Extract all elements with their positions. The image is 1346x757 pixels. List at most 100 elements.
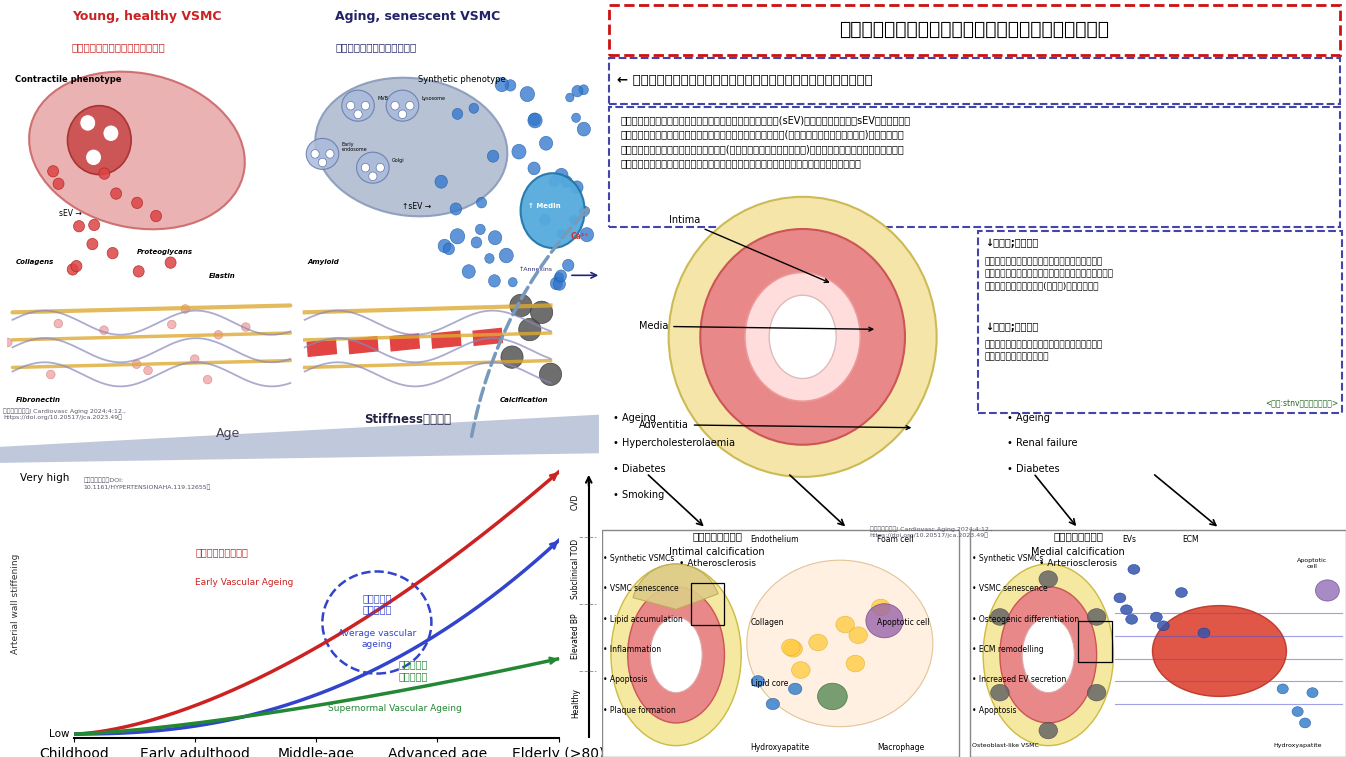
Text: sEV →: sEV → bbox=[59, 209, 82, 218]
Ellipse shape bbox=[87, 238, 98, 250]
Text: EVs: EVs bbox=[1123, 535, 1137, 544]
Ellipse shape bbox=[1299, 718, 1311, 728]
Ellipse shape bbox=[241, 322, 250, 332]
Ellipse shape bbox=[579, 85, 588, 95]
Ellipse shape bbox=[214, 331, 222, 339]
Ellipse shape bbox=[102, 125, 118, 142]
Ellipse shape bbox=[577, 122, 591, 136]
Ellipse shape bbox=[108, 248, 118, 259]
Text: （若くて健康な血管平滑筋細胞）: （若くて健康な血管平滑筋細胞） bbox=[71, 42, 166, 52]
Ellipse shape bbox=[144, 366, 152, 375]
Ellipse shape bbox=[354, 110, 362, 119]
Ellipse shape bbox=[650, 617, 703, 693]
Text: Young, healthy VSMC: Young, healthy VSMC bbox=[71, 11, 221, 23]
Ellipse shape bbox=[151, 210, 162, 222]
Ellipse shape bbox=[553, 278, 565, 290]
Ellipse shape bbox=[1307, 687, 1318, 698]
Ellipse shape bbox=[569, 215, 579, 225]
Ellipse shape bbox=[132, 360, 141, 369]
Ellipse shape bbox=[572, 86, 583, 97]
Text: Early Vascular Ageing: Early Vascular Ageing bbox=[195, 578, 293, 587]
Ellipse shape bbox=[528, 162, 540, 175]
Text: Age: Age bbox=[215, 428, 240, 441]
Text: 老化した血管平滑筋細胞からは、より多くの小型細胞外小胞(sEV)が放出される。このsEV内には、カル
シウムとアネキシンが多く含まれており、これによって石灰化(: 老化した血管平滑筋細胞からは、より多くの小型細胞外小胞(sEV)が放出される。こ… bbox=[621, 115, 910, 168]
Ellipse shape bbox=[468, 103, 479, 114]
Text: • Diabetes: • Diabetes bbox=[612, 464, 665, 474]
Ellipse shape bbox=[817, 683, 847, 710]
Ellipse shape bbox=[315, 78, 507, 217]
Ellipse shape bbox=[530, 301, 553, 323]
Ellipse shape bbox=[4, 338, 12, 347]
Ellipse shape bbox=[1128, 565, 1140, 575]
FancyBboxPatch shape bbox=[610, 107, 1341, 227]
Text: Supernormal Vascular Ageing: Supernormal Vascular Ageing bbox=[328, 704, 462, 713]
Ellipse shape bbox=[511, 145, 526, 159]
Ellipse shape bbox=[556, 270, 567, 282]
Text: Apoptotic cell: Apoptotic cell bbox=[878, 618, 930, 628]
Bar bbox=[1078, 621, 1112, 662]
Text: Contractile phenotype: Contractile phenotype bbox=[15, 75, 122, 83]
Ellipse shape bbox=[376, 164, 385, 172]
Text: Intimal calcification: Intimal calcification bbox=[669, 547, 765, 556]
Text: • Osteogenic differentiation: • Osteogenic differentiation bbox=[972, 615, 1078, 624]
Ellipse shape bbox=[557, 229, 565, 238]
Text: • Increased EV secretion: • Increased EV secretion bbox=[972, 675, 1066, 684]
Text: Calcification: Calcification bbox=[501, 397, 549, 403]
Bar bbox=[307, 338, 338, 357]
Text: • Plaque formation: • Plaque formation bbox=[603, 706, 676, 715]
Ellipse shape bbox=[1000, 587, 1097, 723]
Ellipse shape bbox=[700, 229, 905, 444]
Ellipse shape bbox=[74, 220, 85, 232]
Ellipse shape bbox=[86, 149, 101, 166]
Ellipse shape bbox=[398, 110, 406, 119]
Ellipse shape bbox=[52, 178, 65, 189]
Ellipse shape bbox=[505, 79, 516, 91]
Ellipse shape bbox=[871, 599, 890, 615]
Ellipse shape bbox=[489, 275, 501, 287]
Ellipse shape bbox=[520, 86, 534, 101]
Ellipse shape bbox=[580, 207, 590, 216]
Ellipse shape bbox=[319, 158, 327, 167]
Text: MVB: MVB bbox=[377, 96, 388, 101]
Ellipse shape bbox=[1114, 593, 1125, 603]
Text: ↑sEV →: ↑sEV → bbox=[402, 202, 432, 211]
Text: • Atherosclerosis: • Atherosclerosis bbox=[678, 559, 755, 569]
Text: ↓〈内膜;図左下〉: ↓〈内膜;図左下〉 bbox=[985, 238, 1038, 248]
Ellipse shape bbox=[46, 370, 55, 378]
Ellipse shape bbox=[579, 207, 587, 216]
Ellipse shape bbox=[836, 616, 855, 633]
Ellipse shape bbox=[435, 175, 447, 188]
Bar bbox=[389, 333, 420, 351]
Text: • Hypercholesterolaemia: • Hypercholesterolaemia bbox=[612, 438, 735, 448]
Ellipse shape bbox=[450, 203, 462, 215]
Ellipse shape bbox=[549, 176, 560, 186]
Ellipse shape bbox=[747, 560, 933, 727]
Ellipse shape bbox=[1022, 617, 1074, 693]
Text: Elastin: Elastin bbox=[210, 273, 236, 279]
Ellipse shape bbox=[769, 295, 836, 378]
Text: Hydroxyapatite: Hydroxyapatite bbox=[1273, 743, 1322, 749]
Ellipse shape bbox=[390, 101, 400, 110]
Ellipse shape bbox=[782, 639, 800, 656]
Ellipse shape bbox=[475, 224, 486, 235]
Ellipse shape bbox=[561, 176, 572, 188]
Ellipse shape bbox=[1315, 580, 1339, 601]
Ellipse shape bbox=[1158, 621, 1170, 631]
Text: Stiffness（硬さ）: Stiffness（硬さ） bbox=[363, 413, 451, 426]
Text: Golgi: Golgi bbox=[392, 158, 405, 164]
Ellipse shape bbox=[540, 363, 561, 385]
Ellipse shape bbox=[452, 108, 463, 120]
Text: Arterial wall stiffening: Arterial wall stiffening bbox=[11, 553, 20, 654]
Text: • Ageing: • Ageing bbox=[612, 413, 656, 422]
FancyBboxPatch shape bbox=[970, 530, 1346, 757]
Text: ↑ Medin: ↑ Medin bbox=[528, 203, 560, 209]
Text: Average vascular
ageing: Average vascular ageing bbox=[338, 629, 416, 649]
Ellipse shape bbox=[180, 304, 190, 313]
Bar bbox=[349, 336, 378, 354]
Text: Adventitia: Adventitia bbox=[639, 419, 910, 430]
Ellipse shape bbox=[485, 254, 494, 263]
Ellipse shape bbox=[54, 319, 63, 328]
Ellipse shape bbox=[342, 90, 374, 121]
Ellipse shape bbox=[167, 320, 176, 329]
Ellipse shape bbox=[190, 355, 199, 363]
